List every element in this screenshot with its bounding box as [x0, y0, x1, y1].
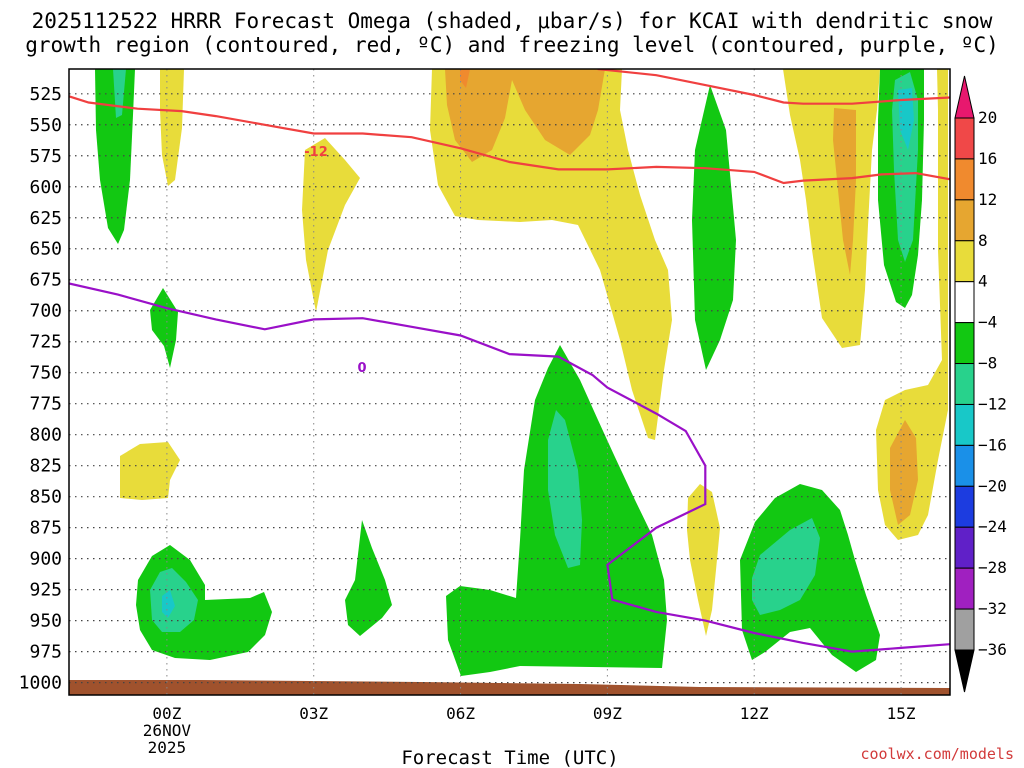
colorbar-label: −28 — [978, 558, 1007, 577]
time-tick-label: 00Z — [152, 704, 181, 723]
terrain-fill — [69, 680, 950, 695]
freezing-level-0c-contour — [69, 282, 950, 653]
pressure-tick-label: 1000 — [19, 673, 62, 694]
time-gridlines — [166, 69, 902, 695]
colorbar-label: −24 — [978, 517, 1007, 536]
colorbar-bin — [954, 240, 975, 283]
colorbar-bin — [954, 281, 975, 324]
dark-orange-region — [460, 69, 470, 88]
time-tick-label: 12Z — [740, 704, 769, 723]
teal-region-13z — [752, 518, 820, 615]
pressure-tick-label: 725 — [29, 332, 62, 353]
colorbar-bin — [954, 117, 975, 160]
colorbar-label: −16 — [978, 435, 1007, 454]
pressure-axis-labels: 525 550 575 600 625 650 675 700 725 750 775 800 825 8… — [19, 84, 62, 694]
cyan-region-00z — [162, 590, 175, 618]
date-label: 26NOV — [143, 721, 192, 740]
time-tick-label: 06Z — [446, 704, 475, 723]
colorbar-label: 20 — [978, 108, 997, 127]
colorbar-label: −12 — [978, 394, 1007, 413]
colorbar-bin — [954, 363, 975, 405]
colorbar-label: 4 — [978, 272, 988, 291]
dgz-contour-label: -12 — [304, 145, 328, 160]
colorbar-bin — [954, 526, 975, 569]
omega-positive-8-12-regions — [445, 69, 918, 525]
cyan-region-15z — [898, 88, 914, 150]
green-region-00z-mid — [150, 288, 178, 368]
pressure-tick-label: 950 — [29, 611, 62, 632]
colorbar-bin — [954, 403, 975, 446]
yellow-region-00z-upper — [160, 69, 184, 186]
colorbar-label: 12 — [978, 190, 997, 209]
teal-region-08z — [548, 410, 582, 568]
pressure-tick-label: 825 — [29, 456, 62, 477]
yellow-region-03z — [302, 138, 360, 312]
pressure-tick-label: 625 — [29, 208, 62, 229]
time-tick-label: 03Z — [299, 704, 328, 723]
pressure-tick-label: 650 — [29, 239, 62, 260]
chart-title-line-2: growth region (contoured, red, ºC) and f… — [25, 33, 999, 57]
colorbar-label: 16 — [978, 149, 997, 168]
orange-region-13z — [833, 108, 856, 275]
pressure-tick-label: 900 — [29, 549, 62, 570]
pressure-tick-label: 875 — [29, 518, 62, 539]
colorbar-bin — [954, 485, 975, 528]
colorbar-bottom-arrow — [954, 649, 975, 693]
green-region-11z — [692, 85, 736, 370]
pressure-tick-label: 975 — [29, 642, 62, 663]
pressure-tick-label: 750 — [29, 363, 62, 384]
chart-title-line-1: 2025112522 HRRR Forecast Omega (shaded, … — [32, 9, 993, 33]
credit-text: coolwx.com/models — [860, 745, 1014, 763]
x-axis-title: Forecast Time (UTC) — [401, 747, 618, 768]
colorbar-bin — [954, 608, 975, 651]
yellow-region-11z — [687, 484, 720, 636]
pressure-tick-label: 550 — [29, 115, 62, 136]
pressure-tick-label: 775 — [29, 394, 62, 415]
teal-region-00z — [150, 568, 198, 632]
colorbar-bin — [954, 567, 975, 610]
pressure-tick-label: 525 — [29, 84, 62, 105]
colorbar-label: −4 — [978, 313, 997, 332]
time-tick-label: 15Z — [887, 704, 916, 723]
yellow-region-main — [430, 69, 672, 440]
colorbar-bin — [954, 444, 975, 487]
omega-negative-12-16-regions — [162, 88, 914, 618]
pressure-tick-label: 925 — [29, 580, 62, 601]
colorbar-bin — [954, 158, 975, 201]
year-label: 2025 — [148, 738, 187, 757]
colorbar-top-arrow — [954, 75, 975, 119]
colorbar-bin — [954, 322, 975, 365]
colorbar-label: −8 — [978, 354, 997, 373]
colorbar-label: −32 — [978, 599, 1007, 618]
colorbar-bin — [954, 199, 975, 242]
pressure-tick-label: 675 — [29, 270, 62, 291]
pressure-tick-label: 700 — [29, 301, 62, 322]
orange-region-main — [445, 69, 605, 162]
pressure-tick-label: 850 — [29, 487, 62, 508]
pressure-tick-label: 600 — [29, 177, 62, 198]
yellow-region-00z-lower — [120, 442, 180, 500]
pressure-tick-label: 800 — [29, 425, 62, 446]
green-region-04z — [345, 520, 392, 636]
orange-region-15z — [890, 420, 918, 525]
dgz-minus12c-contour — [69, 95, 950, 185]
green-region-top-left — [95, 69, 135, 244]
freezing-level-contour-label: 0 — [357, 361, 366, 376]
yellow-region-15z — [876, 69, 948, 540]
colorbar-label: −20 — [978, 476, 1007, 495]
colorbar-label: 8 — [978, 231, 988, 250]
dgz-minus12c-contour-upper — [597, 69, 950, 105]
colorbar-label: −36 — [978, 640, 1007, 659]
time-tick-label: 09Z — [593, 704, 622, 723]
plot-frame — [68, 68, 951, 696]
omega-positive-4-8-regions — [120, 69, 948, 636]
omega-colorbar: 20 16 12 8 4 −4 −8 −12 −16 −20 −24 −28 −32 −36 — [954, 75, 1007, 693]
pressure-tick-label: 575 — [29, 146, 62, 167]
